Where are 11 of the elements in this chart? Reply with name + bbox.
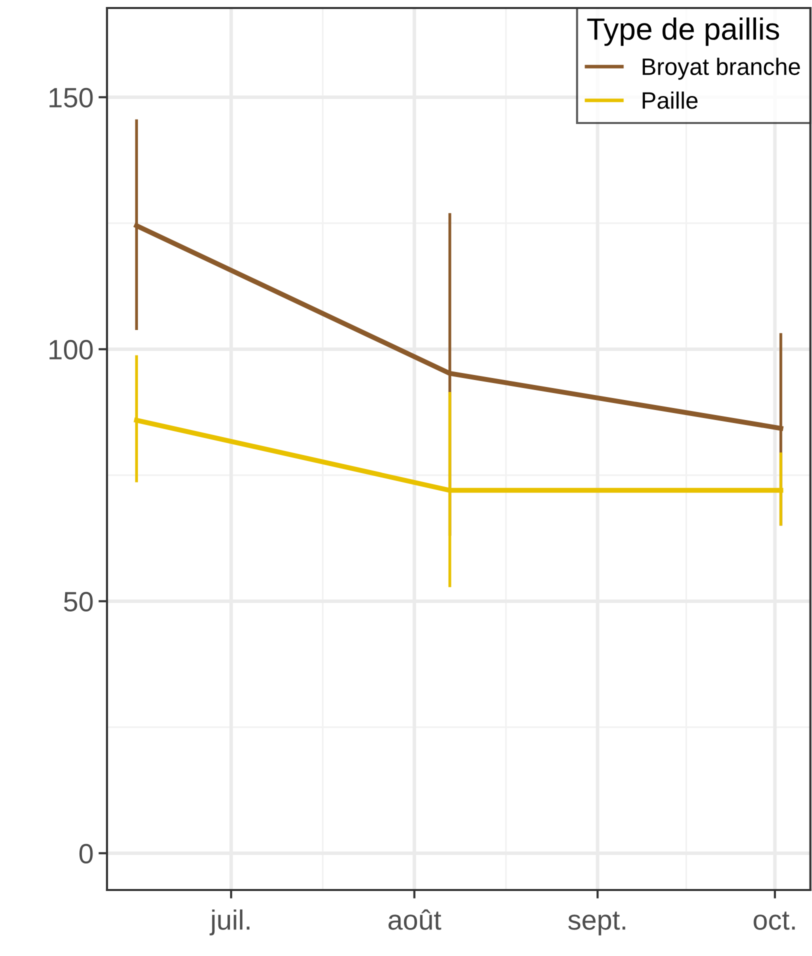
x-tick-label: sept. (568, 912, 626, 936)
y-tick-label: 50 (64, 592, 93, 612)
legend-label: Broyat branche (642, 58, 800, 80)
x-tick-label: juil. (210, 909, 250, 936)
legend-title: Type de paillis (587, 17, 780, 46)
x-tick-label: août (388, 909, 442, 930)
y-tick-label: 0 (79, 844, 93, 864)
x-tick-label: oct. (754, 912, 795, 930)
legend-label: Paille (642, 92, 698, 109)
y-tick-label: 150 (50, 88, 93, 108)
y-tick-label: 100 (50, 340, 93, 360)
